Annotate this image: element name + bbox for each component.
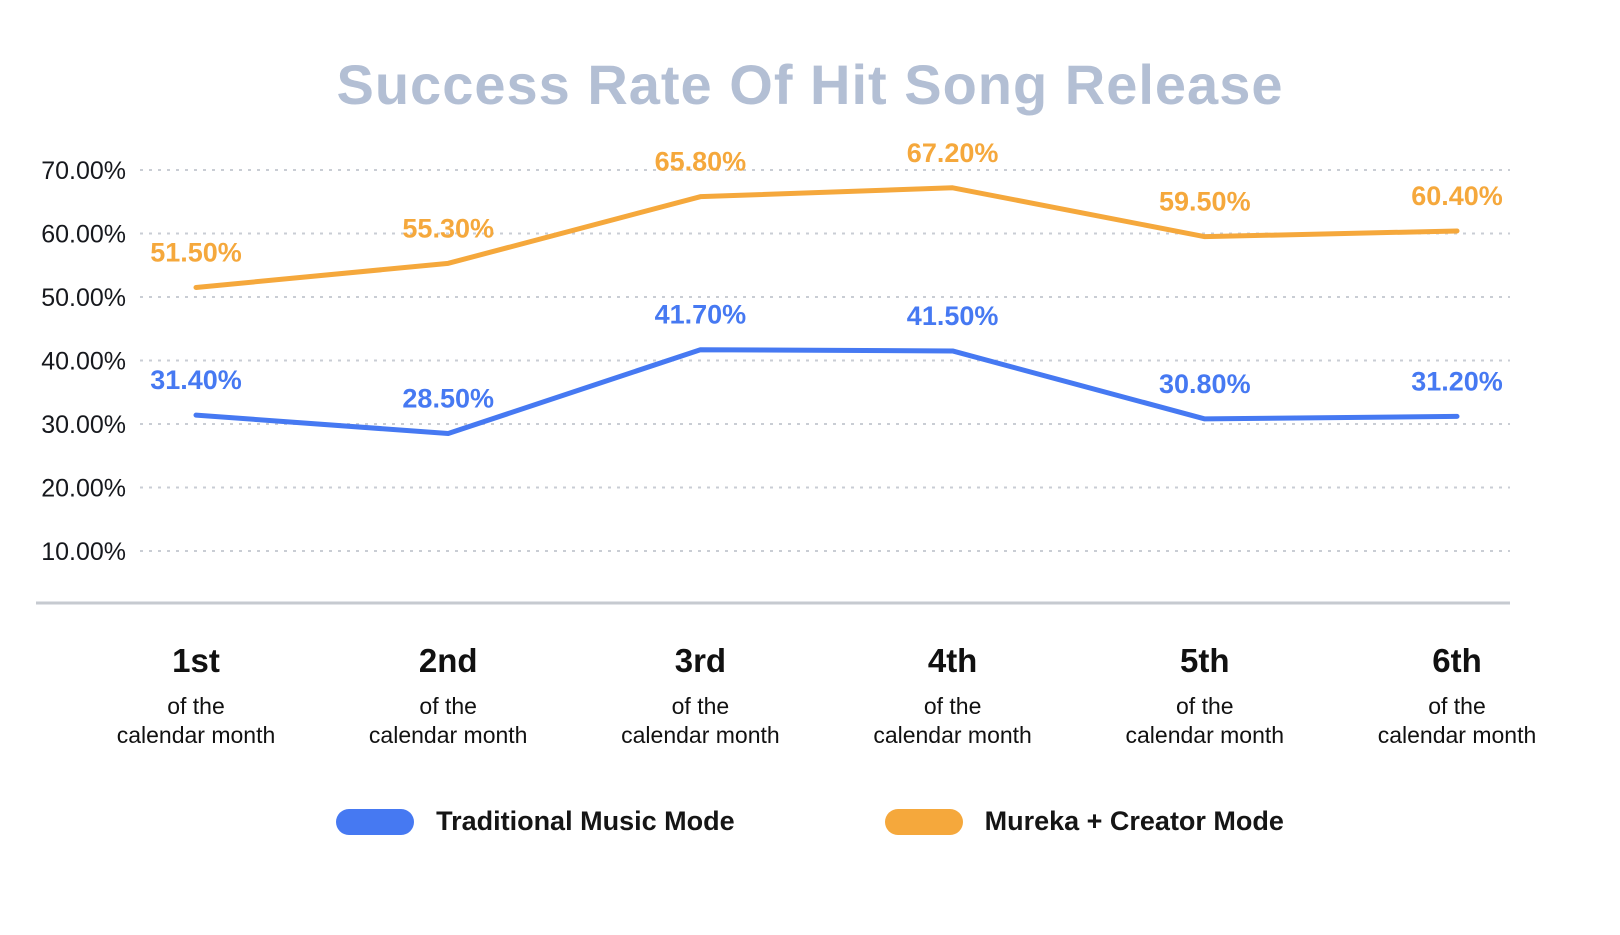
point-label-65.80%: 65.80%: [655, 147, 747, 177]
y-tick-label-20.00%: 20.00%: [41, 475, 126, 503]
point-label-30.80%: 30.80%: [1159, 369, 1251, 399]
point-label-31.40%: 31.40%: [150, 365, 242, 395]
point-label-28.50%: 28.50%: [402, 384, 494, 414]
y-tick-label-10.00%: 10.00%: [41, 538, 126, 566]
point-label-41.50%: 41.50%: [907, 301, 999, 331]
chart-title: Success Rate Of Hit Song Release: [336, 53, 1284, 116]
legend-item-mureka-creator-mode: Mureka + Creator Mode: [884, 806, 1284, 837]
category-label-1st: 1st: [172, 642, 220, 679]
category-sub2-2nd: calendar month: [369, 722, 528, 748]
point-label-51.50%: 51.50%: [150, 237, 242, 267]
point-label-67.20%: 67.20%: [907, 138, 999, 168]
y-tick-label-40.00%: 40.00%: [41, 348, 126, 376]
category-sub2-4th: calendar month: [873, 722, 1032, 748]
legend-label-mureka-creator-mode: Mureka + Creator Mode: [984, 806, 1284, 836]
legend-label-traditional-music-mode: Traditional Music Mode: [436, 806, 735, 836]
category-sub2-1st: calendar month: [117, 722, 276, 748]
category-label-6th: 6th: [1432, 642, 1482, 679]
point-label-59.50%: 59.50%: [1159, 187, 1251, 217]
y-tick-label-70.00%: 70.00%: [41, 157, 126, 185]
point-label-55.30%: 55.30%: [402, 213, 494, 243]
category-sub1-2nd: of the: [419, 693, 477, 719]
category-sub1-1st: of the: [167, 693, 225, 719]
point-label-31.20%: 31.20%: [1411, 366, 1503, 396]
category-sub1-6th: of the: [1428, 693, 1486, 719]
legend-item-traditional-music-mode: Traditional Music Mode: [336, 806, 735, 837]
series-line-traditional-music-mode: [193, 347, 1460, 437]
chart-legend: Traditional Music Mode Mureka + Creator …: [0, 806, 1620, 837]
series-line-mureka-creator-mode: [193, 185, 1460, 290]
category-label-4th: 4th: [928, 642, 978, 679]
category-label-2nd: 2nd: [419, 642, 478, 679]
category-sub2-5th: calendar month: [1126, 722, 1285, 748]
legend-swatch-orange: [884, 808, 963, 835]
category-sub2-3rd: calendar month: [621, 722, 780, 748]
y-tick-label-30.00%: 30.00%: [41, 411, 126, 439]
point-label-60.40%: 60.40%: [1411, 181, 1503, 211]
category-label-5th: 5th: [1180, 642, 1230, 679]
category-sub1-4th: of the: [924, 693, 982, 719]
legend-swatch-blue: [336, 808, 415, 835]
category-label-3rd: 3rd: [675, 642, 726, 679]
category-sub1-3rd: of the: [672, 693, 730, 719]
y-tick-label-60.00%: 60.00%: [41, 221, 126, 249]
category-sub2-6th: calendar month: [1378, 722, 1537, 748]
point-label-41.70%: 41.70%: [655, 300, 747, 330]
y-tick-label-50.00%: 50.00%: [41, 284, 126, 312]
category-sub1-5th: of the: [1176, 693, 1234, 719]
